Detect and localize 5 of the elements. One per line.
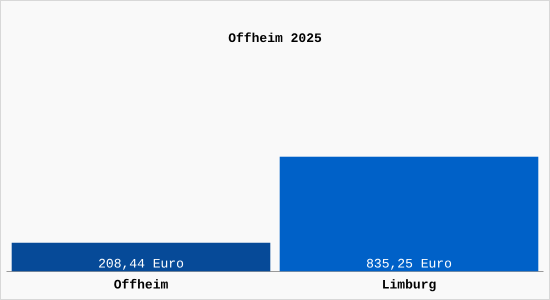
chart-title: Offheim 2025 bbox=[228, 31, 322, 46]
x-tick-label: Limburg bbox=[382, 277, 437, 292]
data-label: 208,44 Euro bbox=[98, 256, 184, 272]
data-label: 835,25 Euro bbox=[366, 256, 452, 272]
x-tick-label: Offheim bbox=[114, 277, 169, 292]
